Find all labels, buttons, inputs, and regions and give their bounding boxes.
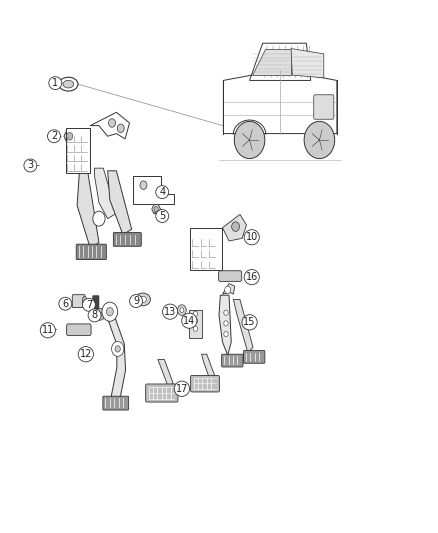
Circle shape: [180, 308, 184, 312]
Text: 8: 8: [92, 310, 98, 320]
FancyBboxPatch shape: [244, 351, 265, 364]
Polygon shape: [158, 360, 173, 386]
Polygon shape: [64, 130, 75, 142]
Circle shape: [115, 346, 120, 352]
FancyBboxPatch shape: [189, 310, 201, 338]
Text: 5: 5: [159, 211, 166, 221]
FancyBboxPatch shape: [222, 354, 243, 367]
Circle shape: [193, 318, 198, 324]
Polygon shape: [133, 176, 174, 204]
Text: 1: 1: [52, 78, 58, 88]
Circle shape: [99, 312, 102, 317]
FancyBboxPatch shape: [103, 396, 129, 410]
Circle shape: [224, 332, 228, 337]
Polygon shape: [291, 49, 324, 78]
FancyBboxPatch shape: [76, 244, 106, 260]
Circle shape: [140, 181, 147, 189]
Polygon shape: [152, 205, 160, 214]
Circle shape: [93, 211, 105, 226]
Circle shape: [106, 308, 113, 316]
Polygon shape: [77, 173, 99, 248]
Text: 9: 9: [133, 296, 139, 306]
Circle shape: [225, 286, 231, 294]
Circle shape: [117, 124, 124, 133]
FancyBboxPatch shape: [190, 228, 223, 270]
Ellipse shape: [63, 80, 74, 88]
Polygon shape: [219, 295, 231, 356]
Polygon shape: [252, 49, 291, 75]
Text: 15: 15: [244, 317, 256, 327]
Text: 11: 11: [42, 325, 54, 335]
Text: 6: 6: [62, 298, 68, 309]
Polygon shape: [201, 354, 215, 378]
Text: 7: 7: [86, 300, 92, 310]
Ellipse shape: [82, 296, 87, 306]
Text: 16: 16: [246, 272, 258, 282]
Circle shape: [154, 206, 158, 212]
FancyBboxPatch shape: [93, 296, 99, 313]
Text: 10: 10: [246, 232, 258, 243]
Text: 13: 13: [164, 306, 176, 317]
Circle shape: [193, 326, 198, 332]
Polygon shape: [223, 214, 247, 241]
Circle shape: [234, 122, 265, 159]
Polygon shape: [250, 43, 311, 80]
FancyBboxPatch shape: [146, 384, 178, 402]
Circle shape: [109, 119, 116, 127]
Text: 14: 14: [183, 316, 195, 326]
FancyBboxPatch shape: [314, 95, 334, 119]
Circle shape: [177, 305, 186, 316]
Ellipse shape: [59, 77, 78, 91]
Polygon shape: [95, 168, 117, 219]
Text: 4: 4: [159, 187, 165, 197]
Ellipse shape: [139, 296, 147, 303]
Ellipse shape: [135, 293, 150, 306]
Circle shape: [112, 342, 124, 357]
Circle shape: [193, 311, 198, 317]
Circle shape: [304, 122, 335, 159]
FancyBboxPatch shape: [113, 232, 141, 246]
Circle shape: [232, 222, 240, 231]
Text: 12: 12: [80, 349, 92, 359]
Polygon shape: [223, 70, 337, 134]
Polygon shape: [106, 316, 126, 399]
Polygon shape: [223, 284, 235, 294]
Polygon shape: [233, 300, 253, 353]
Text: 3: 3: [27, 160, 33, 171]
FancyBboxPatch shape: [67, 324, 91, 336]
Circle shape: [224, 310, 228, 316]
Polygon shape: [90, 112, 130, 139]
FancyBboxPatch shape: [219, 271, 242, 281]
Circle shape: [102, 302, 118, 321]
FancyBboxPatch shape: [66, 128, 90, 173]
FancyBboxPatch shape: [72, 295, 85, 308]
Circle shape: [224, 321, 228, 326]
Circle shape: [67, 133, 73, 140]
FancyBboxPatch shape: [191, 375, 219, 392]
Polygon shape: [108, 171, 132, 235]
Circle shape: [95, 309, 105, 320]
Text: 2: 2: [51, 131, 57, 141]
Text: 17: 17: [176, 384, 188, 394]
